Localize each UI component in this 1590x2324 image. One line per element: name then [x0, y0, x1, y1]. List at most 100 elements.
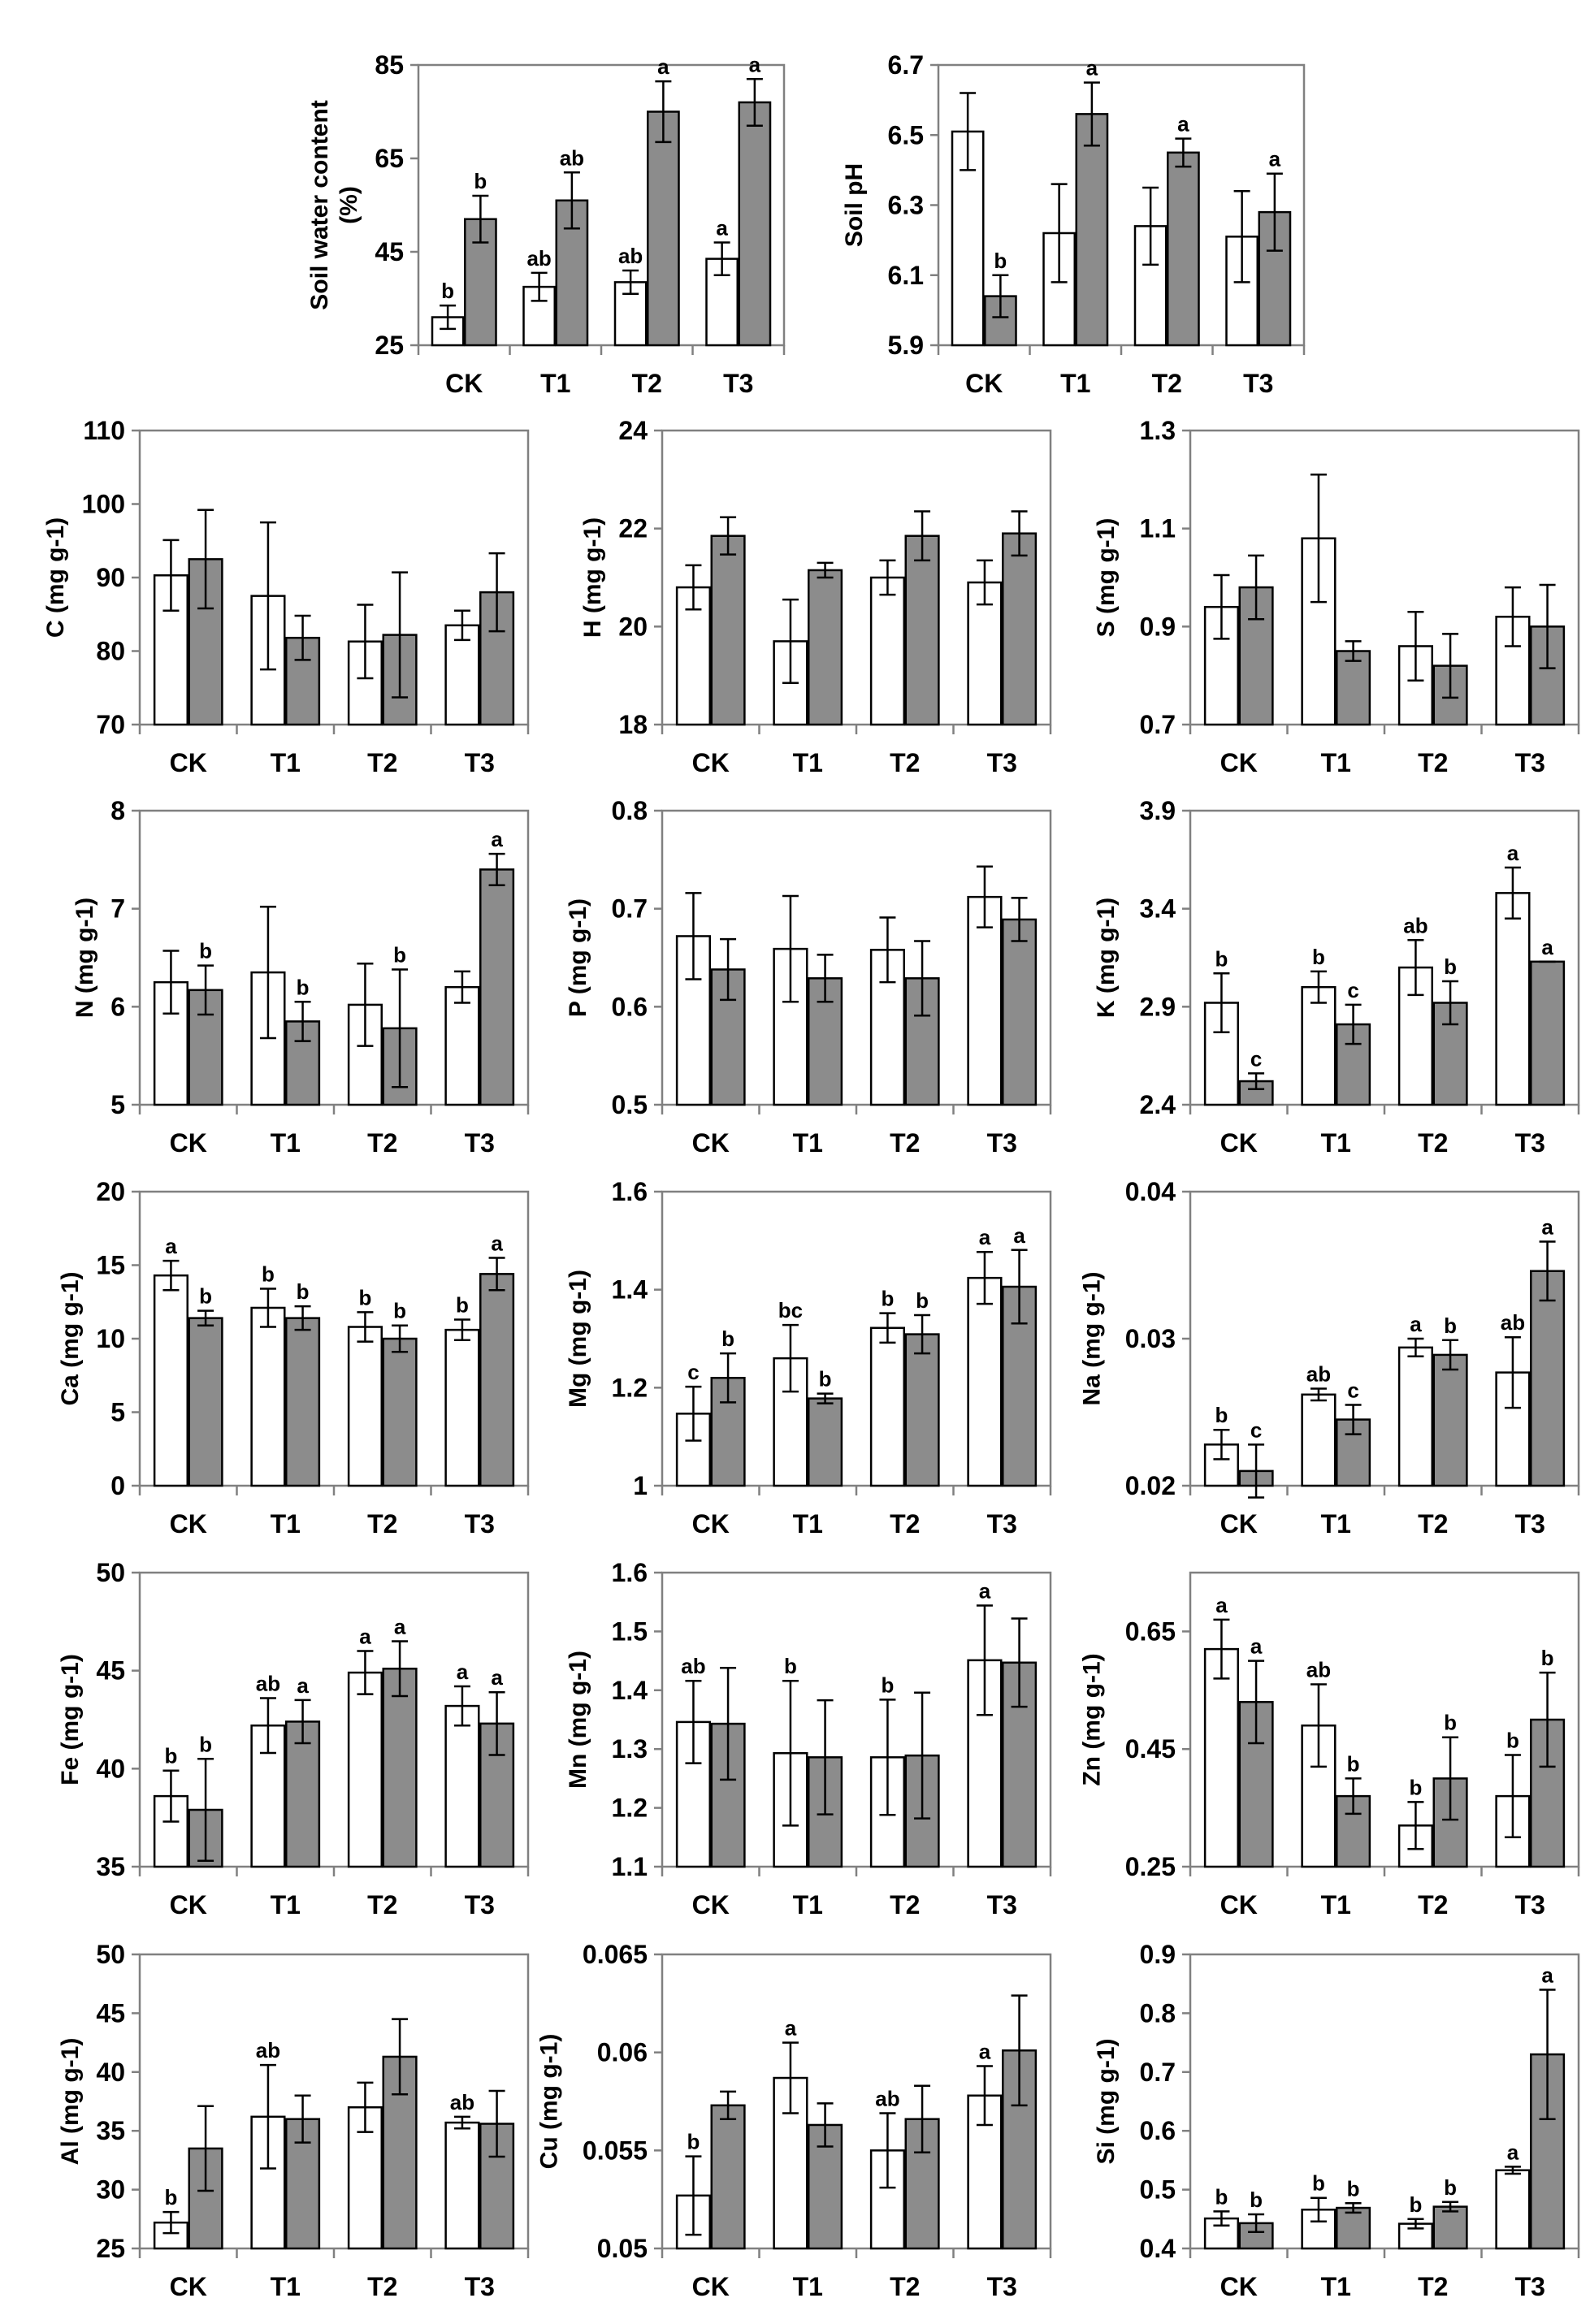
bar-treated-T2: [382, 1337, 418, 1487]
significance-letter: c: [687, 1360, 699, 1384]
significance-letter: ab: [681, 1654, 705, 1678]
y-axis-label: Mg (mg g-1): [565, 1270, 591, 1408]
y-tick-label: 40: [96, 2058, 125, 2087]
category-label-T3: T3: [987, 1509, 1017, 1539]
category-label-T1: T1: [1321, 748, 1351, 777]
y-axis-label: S (mg g-1): [1093, 518, 1120, 638]
bar-control-T3: [444, 1328, 480, 1487]
category-label-T2: T2: [1152, 369, 1182, 398]
category-label-CK: CK: [1220, 1128, 1258, 1158]
significance-letter: b: [1444, 954, 1457, 979]
y-tick-label: 0.5: [1140, 2175, 1176, 2205]
bar-control-T3: [444, 985, 480, 1106]
y-tick-label: 15: [96, 1251, 125, 1280]
category-label-CK: CK: [1220, 1509, 1258, 1539]
significance-letter: a: [785, 2016, 797, 2041]
y-tick-label: 100: [82, 490, 125, 519]
y-tick-label: 0.8: [612, 796, 648, 825]
category-label-CK: CK: [965, 369, 1003, 398]
significance-letter: a: [1541, 1215, 1553, 1240]
y-tick-label: 0: [110, 1471, 125, 1500]
significance-letter: ab: [618, 244, 643, 268]
bar-treated-CK: [710, 2104, 746, 2250]
y-tick-label: 45: [96, 1998, 125, 2028]
y-tick-label: 0.6: [1140, 2116, 1176, 2145]
y-tick-label: 1.6: [612, 1558, 648, 1587]
category-label-T1: T1: [540, 369, 570, 398]
significance-letter: b: [474, 169, 487, 193]
significance-letter: a: [165, 1234, 177, 1258]
significance-letter: b: [358, 1285, 371, 1309]
y-tick-label: 0.05: [597, 2234, 648, 2263]
y-axis-label: C (mg g-1): [42, 517, 69, 638]
y-tick-label: 6: [110, 992, 125, 1021]
significance-letter: a: [1507, 841, 1519, 865]
y-tick-label: 1.2: [612, 1373, 648, 1402]
y-tick-label: 2.4: [1140, 1090, 1176, 1119]
category-label-T3: T3: [465, 1890, 495, 1919]
category-label-T1: T1: [793, 1128, 823, 1158]
significance-letter: a: [1507, 2140, 1519, 2164]
significance-letter: a: [394, 1614, 406, 1638]
significance-letter: a: [979, 2040, 991, 2064]
y-tick-label: 1.1: [612, 1852, 648, 1881]
significance-letter: b: [297, 1279, 310, 1304]
y-axis-label: Si (mg g-1): [1093, 2039, 1120, 2165]
bar-control-T2: [1397, 1346, 1433, 1487]
significance-letter: b: [262, 1262, 275, 1286]
significance-letter: b: [784, 1654, 797, 1678]
category-label-T3: T3: [723, 369, 753, 398]
category-label-T3: T3: [465, 748, 495, 777]
category-label-T1: T1: [271, 2272, 301, 2301]
bar-treated-CK: [188, 2147, 223, 2250]
y-axis-label: Al (mg g-1): [57, 2038, 84, 2166]
category-label-T3: T3: [987, 1128, 1017, 1158]
y-tick-label: 0.02: [1125, 1471, 1176, 1500]
category-label-T2: T2: [367, 1128, 397, 1158]
category-label-CK: CK: [1220, 2272, 1258, 2301]
significance-letter: b: [297, 975, 310, 999]
significance-letter: a: [749, 52, 761, 76]
significance-letter: b: [1409, 2192, 1422, 2217]
significance-letter: b: [1444, 1313, 1457, 1338]
category-label-T1: T1: [271, 748, 301, 777]
significance-letter: b: [164, 1744, 177, 1768]
bar-treated-T1: [1336, 650, 1371, 726]
category-label-CK: CK: [692, 1128, 730, 1158]
y-axis-label: Na (mg g-1): [1078, 1272, 1105, 1406]
category-label-T2: T2: [1418, 1128, 1448, 1158]
significance-letter: bc: [778, 1298, 803, 1322]
y-tick-label: 1.4: [612, 1275, 648, 1305]
significance-letter: a: [297, 1673, 309, 1698]
bar-treated-T2: [1432, 2205, 1468, 2250]
significance-letter: b: [881, 1673, 894, 1697]
significance-letter: b: [1215, 1403, 1228, 1427]
bar-treated-T1: [285, 1317, 321, 1487]
bar-treated-T2: [1167, 151, 1200, 347]
y-tick-label: 45: [96, 1656, 125, 1686]
significance-letter: a: [1215, 1593, 1228, 1617]
category-label-CK: CK: [692, 2272, 730, 2301]
y-tick-label: 24: [618, 416, 648, 445]
category-label-T2: T2: [367, 1509, 397, 1539]
bar-treated-T3: [1530, 960, 1566, 1106]
chart-panel-14: 25 30 35 40 45 50 CK T1 T2 T3 b ab ab Al (mg g-1): [57, 1940, 530, 2301]
y-tick-label: 50: [96, 1558, 125, 1587]
significance-letter: a: [1410, 1312, 1422, 1336]
bar-treated-T3: [479, 1273, 515, 1487]
bar-treated-T2: [647, 110, 680, 347]
bar-control-T1: [1301, 985, 1337, 1106]
category-label-T1: T1: [793, 748, 823, 777]
significance-letter: ab: [450, 2090, 474, 2114]
category-label-T3: T3: [465, 2272, 495, 2301]
y-tick-label: 1.4: [612, 1676, 648, 1705]
significance-letter: b: [393, 1299, 406, 1323]
category-label-T2: T2: [632, 369, 662, 398]
significance-letter: a: [491, 1665, 503, 1690]
bar-treated-T1: [285, 1720, 321, 1868]
category-label-T3: T3: [1243, 369, 1273, 398]
bar-treated-T2: [904, 2118, 940, 2250]
category-label-T3: T3: [987, 2272, 1017, 2301]
y-tick-label: 6.5: [888, 120, 924, 149]
